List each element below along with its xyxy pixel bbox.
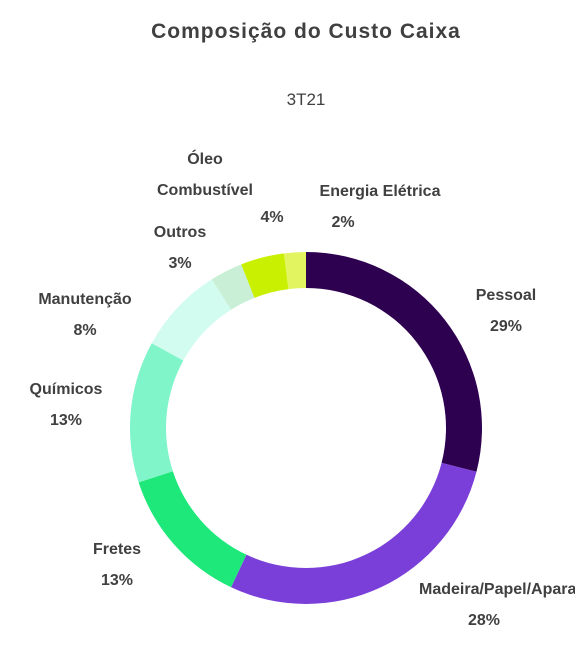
- donut-slice: [130, 343, 184, 483]
- value-label: 13%: [49, 412, 83, 429]
- slice-label: Químicos 13%: [6, 374, 126, 436]
- value-label: 29%: [489, 318, 523, 335]
- category-label: Outros: [153, 224, 207, 241]
- donut-slice: [241, 253, 289, 298]
- slice-label: Energia Elétrica 2%: [285, 176, 475, 238]
- value-label: 3%: [168, 255, 192, 272]
- donut-slice: [231, 462, 477, 604]
- value-label: 8%: [73, 322, 97, 339]
- category-label: Madeira/Papel/Aparas: [419, 581, 575, 598]
- value-label: 2%: [331, 214, 355, 231]
- donut-slice: [138, 471, 247, 588]
- donut-slice: [306, 252, 482, 472]
- value-label: 4%: [260, 209, 284, 226]
- category-label: Fretes: [92, 541, 142, 558]
- donut-slice: [211, 264, 255, 310]
- category-label: Pessoal: [475, 287, 537, 304]
- slice-label: Madeira/Papel/Aparas 28%: [419, 574, 575, 636]
- slice-label: Manutenção 8%: [15, 284, 155, 346]
- category-label: Químicos: [29, 381, 103, 398]
- donut-slice: [283, 252, 306, 290]
- slice-label: Óleo Combustível 4%: [145, 144, 284, 233]
- category-label: Manutenção: [38, 291, 132, 308]
- donut-slice: [151, 279, 231, 361]
- chart-subtitle: 3T21: [286, 90, 326, 109]
- value-label: 13%: [100, 572, 134, 589]
- slice-label: Outros 3%: [130, 217, 230, 279]
- chart-title: Composição do Custo Caixa: [151, 20, 461, 43]
- category-label: Óleo Combustível: [156, 151, 253, 199]
- slice-label: Fretes 13%: [62, 534, 172, 596]
- slice-label: Pessoal 29%: [446, 280, 566, 342]
- value-label: 28%: [467, 612, 501, 629]
- category-label: Energia Elétrica: [319, 183, 441, 200]
